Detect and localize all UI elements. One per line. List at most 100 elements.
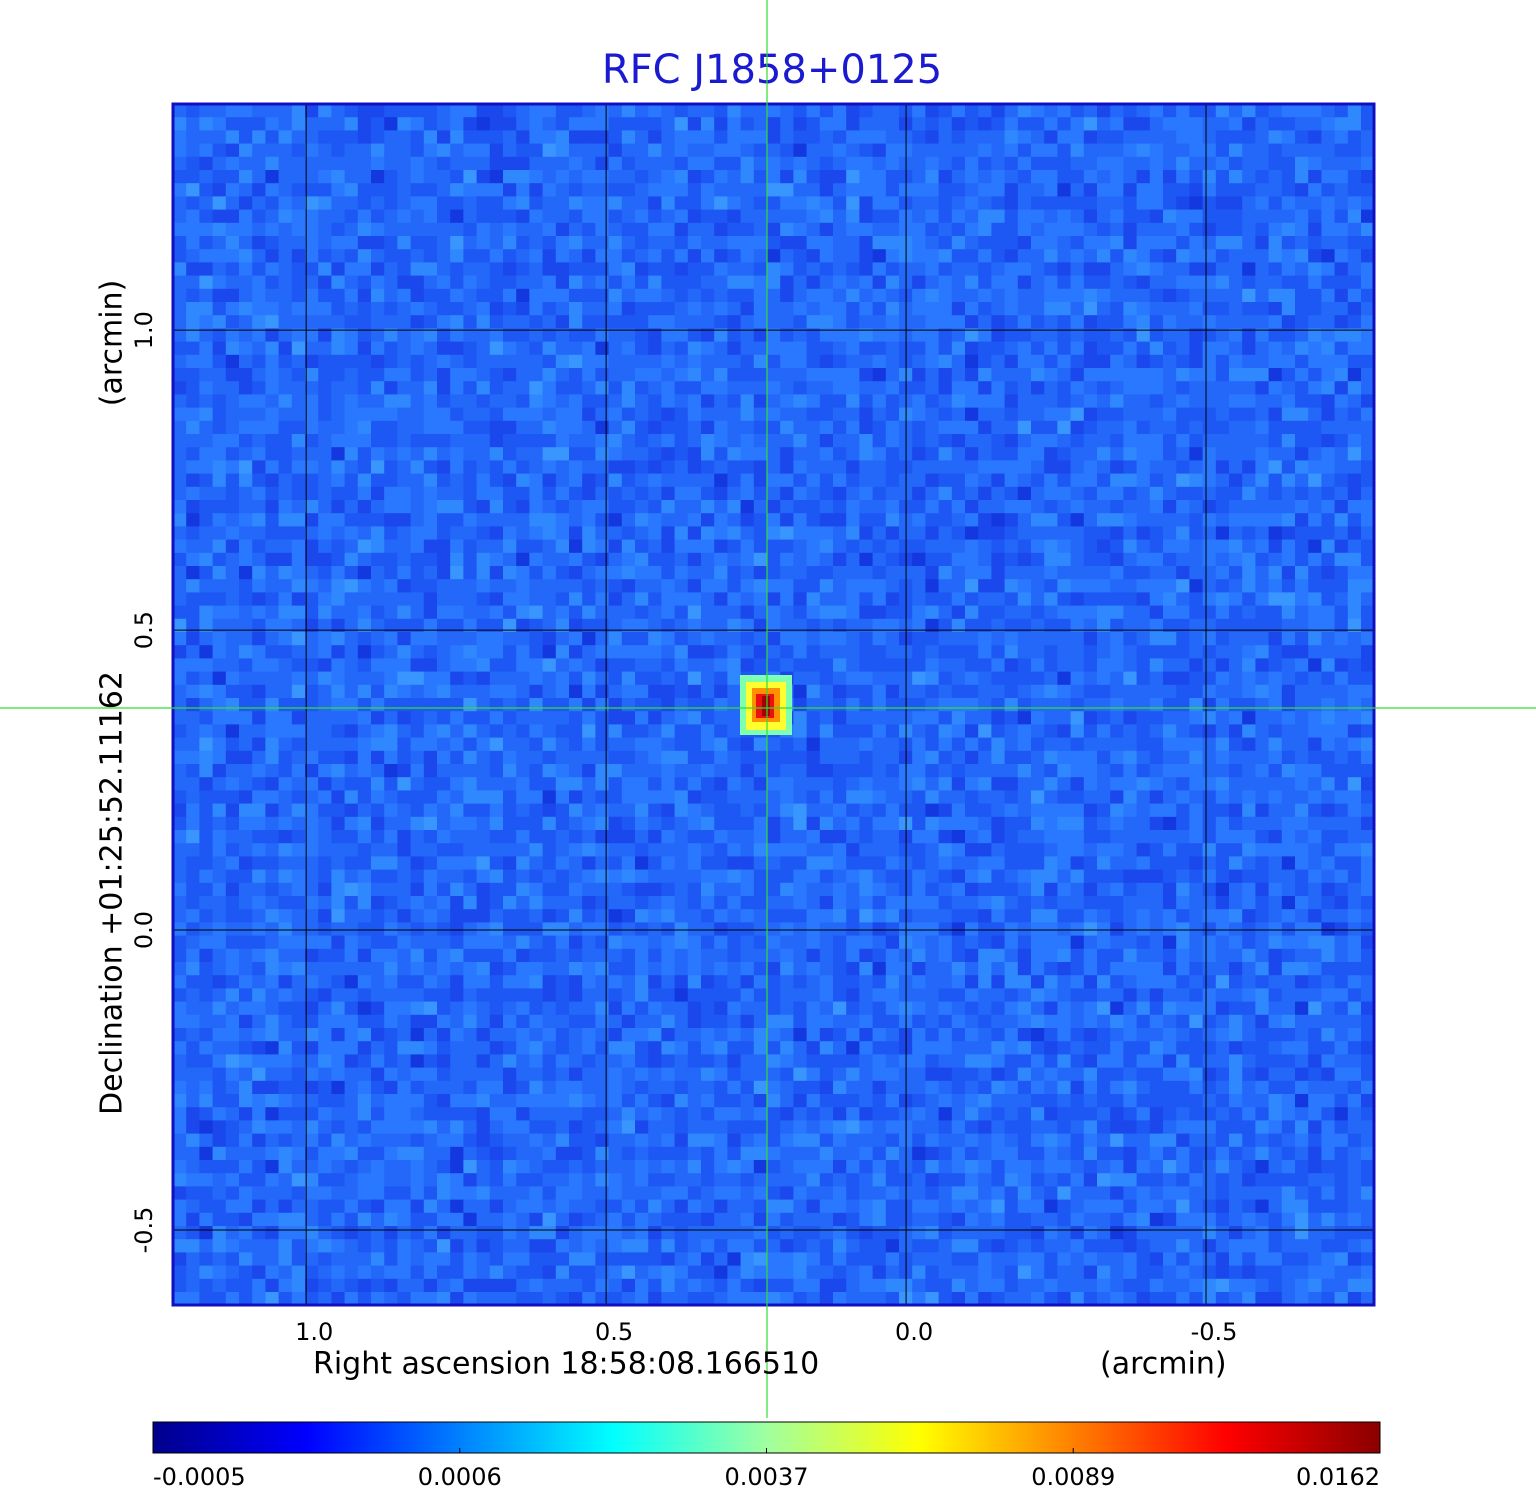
noise-pixel (437, 526, 451, 541)
noise-pixel (595, 315, 610, 329)
noise-pixel (555, 671, 570, 686)
noise-pixel (621, 618, 636, 633)
noise-pixel (423, 1080, 438, 1095)
noise-pixel (542, 183, 557, 197)
noise-pixel (199, 1265, 214, 1280)
noise-pixel (608, 407, 623, 422)
noise-pixel (199, 328, 214, 343)
noise-pixel (199, 434, 214, 448)
noise-pixel (885, 922, 900, 937)
noise-pixel (569, 1160, 583, 1174)
noise-pixel (767, 790, 781, 805)
noise-pixel (687, 935, 702, 950)
noise-pixel (674, 1041, 689, 1055)
noise-pixel (186, 711, 200, 725)
noise-pixel (265, 236, 280, 250)
noise-pixel (780, 988, 794, 1003)
noise-pixel (344, 988, 359, 1003)
noise-pixel (859, 222, 874, 237)
noise-pixel (542, 473, 557, 488)
noise-pixel (410, 394, 425, 409)
noise-pixel (555, 156, 570, 171)
noise-pixel (503, 473, 517, 488)
noise-pixel (450, 209, 464, 224)
noise-pixel (582, 592, 596, 607)
noise-pixel (648, 473, 662, 488)
noise-pixel (542, 579, 557, 593)
noise-pixel (846, 632, 860, 646)
noise-pixel (516, 645, 530, 659)
noise-pixel (305, 1252, 319, 1267)
noise-pixel (714, 896, 728, 910)
noise-pixel (278, 1054, 293, 1069)
noise-pixel (371, 1080, 385, 1095)
noise-pixel (621, 975, 636, 989)
noise-pixel (687, 1265, 702, 1280)
noise-pixel (384, 1186, 398, 1201)
noise-pixel (305, 249, 319, 263)
noise-pixel (516, 948, 530, 963)
noise-pixel (186, 288, 200, 303)
noise-pixel (819, 209, 834, 224)
noise-pixel (212, 328, 227, 343)
noise-pixel (661, 1133, 676, 1148)
noise-pixel (701, 354, 715, 369)
noise-pixel (819, 222, 834, 237)
noise-pixel (212, 341, 227, 356)
noise-pixel (569, 1067, 583, 1082)
noise-pixel (767, 1014, 781, 1029)
noise-pixel (437, 117, 451, 131)
noise-pixel (542, 1265, 557, 1280)
noise-pixel (463, 605, 478, 620)
noise-pixel (529, 579, 544, 593)
noise-pixel (846, 156, 860, 171)
noise-pixel (371, 777, 385, 791)
noise-pixel (753, 1014, 768, 1029)
noise-pixel (621, 1067, 636, 1082)
noise-pixel (291, 592, 306, 607)
noise-pixel (503, 513, 517, 527)
noise-pixel (595, 882, 610, 897)
noise-pixel (437, 975, 451, 989)
noise-pixel (503, 1107, 517, 1121)
noise-pixel (318, 922, 332, 937)
noise-pixel (687, 816, 702, 831)
noise-pixel (582, 500, 596, 514)
noise-pixel (489, 803, 504, 818)
noise-pixel (212, 117, 227, 131)
noise-pixel (714, 460, 728, 475)
noise-pixel (489, 724, 504, 739)
noise-pixel (701, 341, 715, 356)
noise-pixel (318, 579, 332, 593)
noise-pixel (648, 1094, 662, 1108)
noise-pixel (252, 724, 266, 739)
noise-pixel (503, 1160, 517, 1174)
noise-pixel (291, 1226, 306, 1240)
noise-pixel (819, 764, 834, 778)
noise-pixel (239, 500, 253, 514)
noise-pixel (225, 249, 240, 263)
noise-pixel (582, 170, 596, 184)
noise-pixel (780, 407, 794, 422)
noise-pixel (793, 896, 808, 910)
noise-pixel (635, 1278, 649, 1293)
noise-pixel (305, 658, 319, 673)
noise-pixel (753, 447, 768, 461)
noise-pixel (595, 816, 610, 831)
noise-pixel (859, 566, 874, 580)
noise-pixel (846, 407, 860, 422)
noise-pixel (674, 1252, 689, 1267)
noise-pixel (252, 130, 266, 145)
noise-pixel (555, 566, 570, 580)
noise-pixel (265, 539, 280, 554)
noise-pixel (806, 1212, 821, 1227)
noise-pixel (186, 922, 200, 937)
noise-pixel (846, 368, 860, 382)
noise-pixel (318, 1028, 332, 1042)
noise-pixel (476, 935, 491, 950)
noise-pixel (357, 117, 372, 131)
noise-pixel (423, 1212, 438, 1227)
noise-pixel (582, 275, 596, 290)
noise-pixel (885, 975, 900, 989)
noise-pixel (199, 1212, 214, 1227)
